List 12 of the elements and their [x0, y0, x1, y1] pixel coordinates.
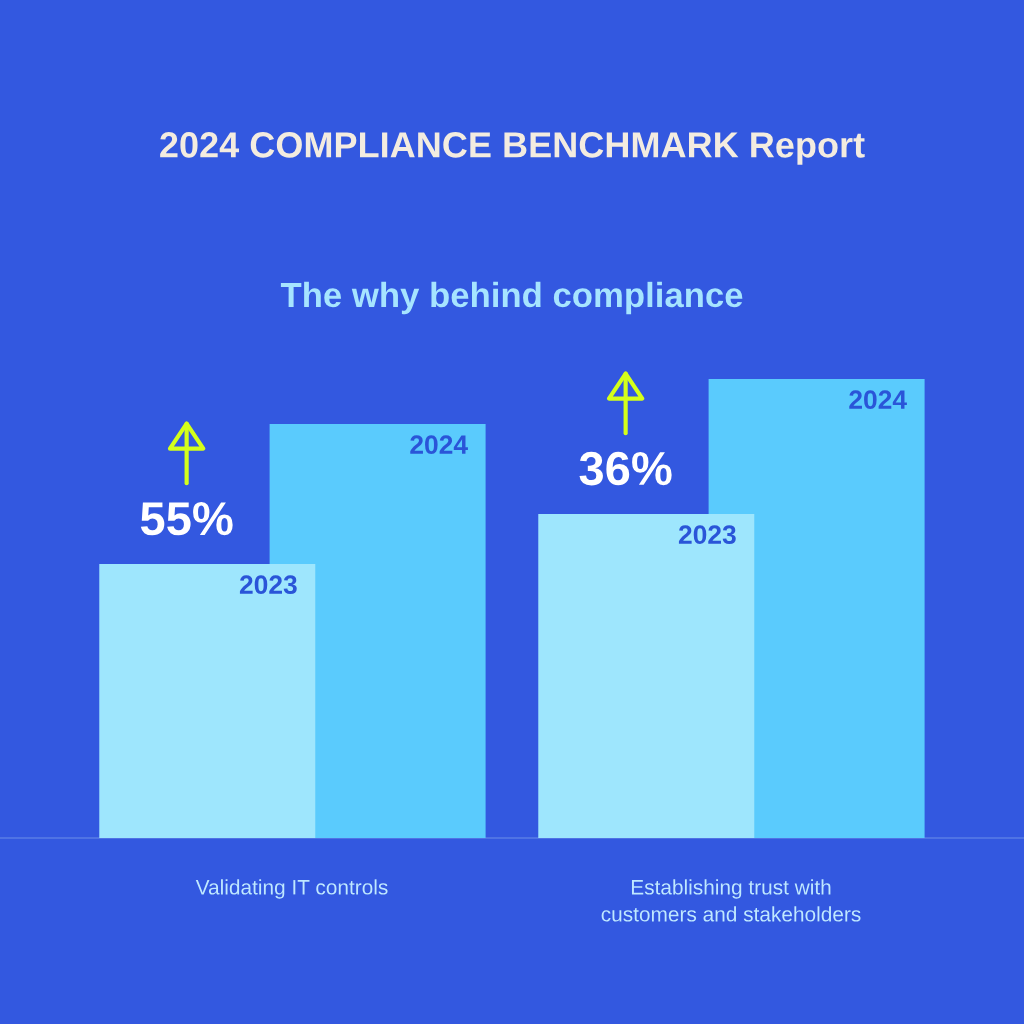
series-label: 2023: [678, 525, 736, 545]
annotation: 55%: [140, 502, 233, 536]
chart-title: The why behind compliance: [280, 281, 743, 315]
bar: [538, 513, 755, 838]
text: 2023: [239, 575, 297, 595]
annotation: 36%: [579, 451, 672, 486]
text: 2024: [849, 390, 907, 410]
x-tick-label: Validating IT controls: [195, 879, 388, 899]
x-tick-label: Establishing trust with customers and stakeholders: [601, 879, 861, 922]
chart-subtitle: 2024 COMPLIANCE BENCHMARK Report: [160, 132, 865, 165]
series-label: 2024: [410, 435, 468, 455]
bar: [99, 563, 316, 838]
